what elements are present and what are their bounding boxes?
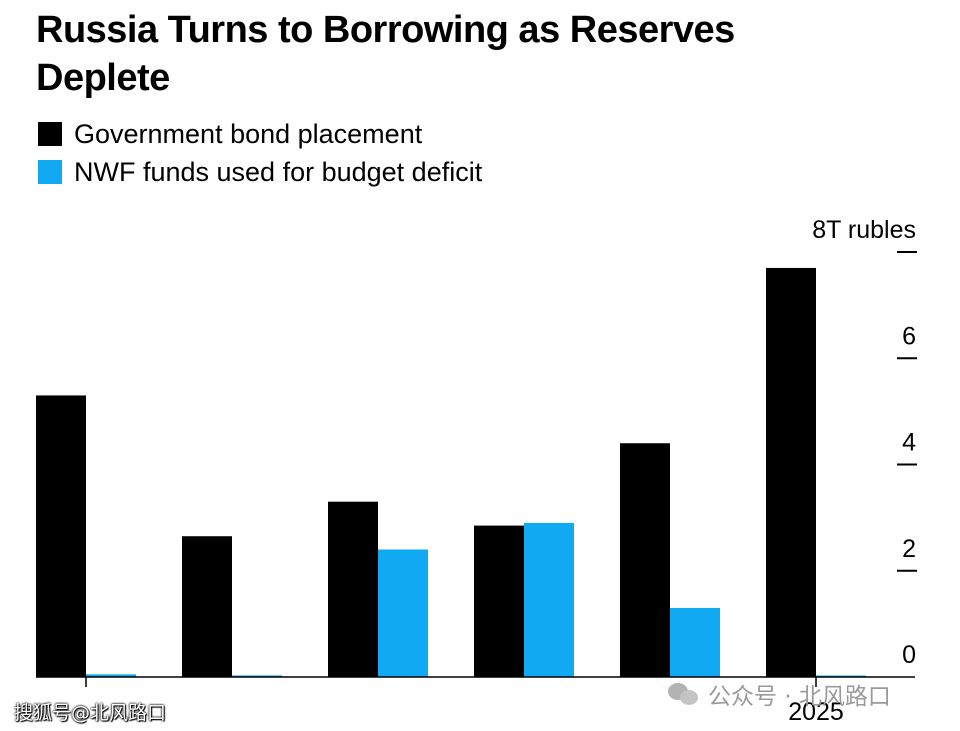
legend-item-bonds: Government bond placement [38, 115, 482, 153]
y-tick-label-8: 8T rubles [812, 216, 916, 244]
chart-title: Russia Turns to Borrowing as Reserves De… [36, 9, 735, 99]
legend-label-nwf: NWF funds used for budget deficit [74, 157, 483, 187]
legend: Government bond placement NWF funds used… [38, 115, 482, 191]
bar-bonds-2023 [474, 525, 524, 677]
watermark-wechat: 公众号 · 北风路口 [668, 677, 891, 711]
y-tick-label-6: 6 [902, 322, 916, 350]
bar-nwf-2022 [378, 549, 428, 677]
legend-swatch-nwf [38, 160, 62, 184]
bar-bonds-2025 [766, 267, 816, 677]
y-tick-label-2: 2 [902, 535, 916, 563]
bar-bonds-2024 [620, 443, 670, 677]
y-tick-label-0: 0 [902, 641, 916, 669]
bar-nwf-2024 [670, 607, 720, 677]
bar-chart: 0 2 4 6 8T rubles 2025 [36, 216, 917, 726]
bar-bonds-2022 [328, 501, 378, 677]
bar-nwf-2021 [232, 675, 282, 677]
x-tick-label-2025: 2025 [788, 698, 844, 726]
wechat-icon [668, 681, 700, 707]
bar-bonds-2021 [182, 536, 232, 677]
watermark-wechat-label: 公众号 · 北风路口 [708, 684, 891, 710]
watermark-sohu: 搜狐号@北风路口 [14, 702, 167, 724]
bar-nwf-2020 [86, 674, 136, 677]
legend-swatch-bonds [38, 122, 62, 146]
bar-nwf-2023 [524, 522, 574, 677]
legend-label-bonds: Government bond placement [74, 119, 423, 149]
bar-bonds-2020 [36, 395, 86, 677]
legend-item-nwf: NWF funds used for budget deficit [38, 153, 482, 191]
y-tick-label-4: 4 [902, 429, 916, 457]
